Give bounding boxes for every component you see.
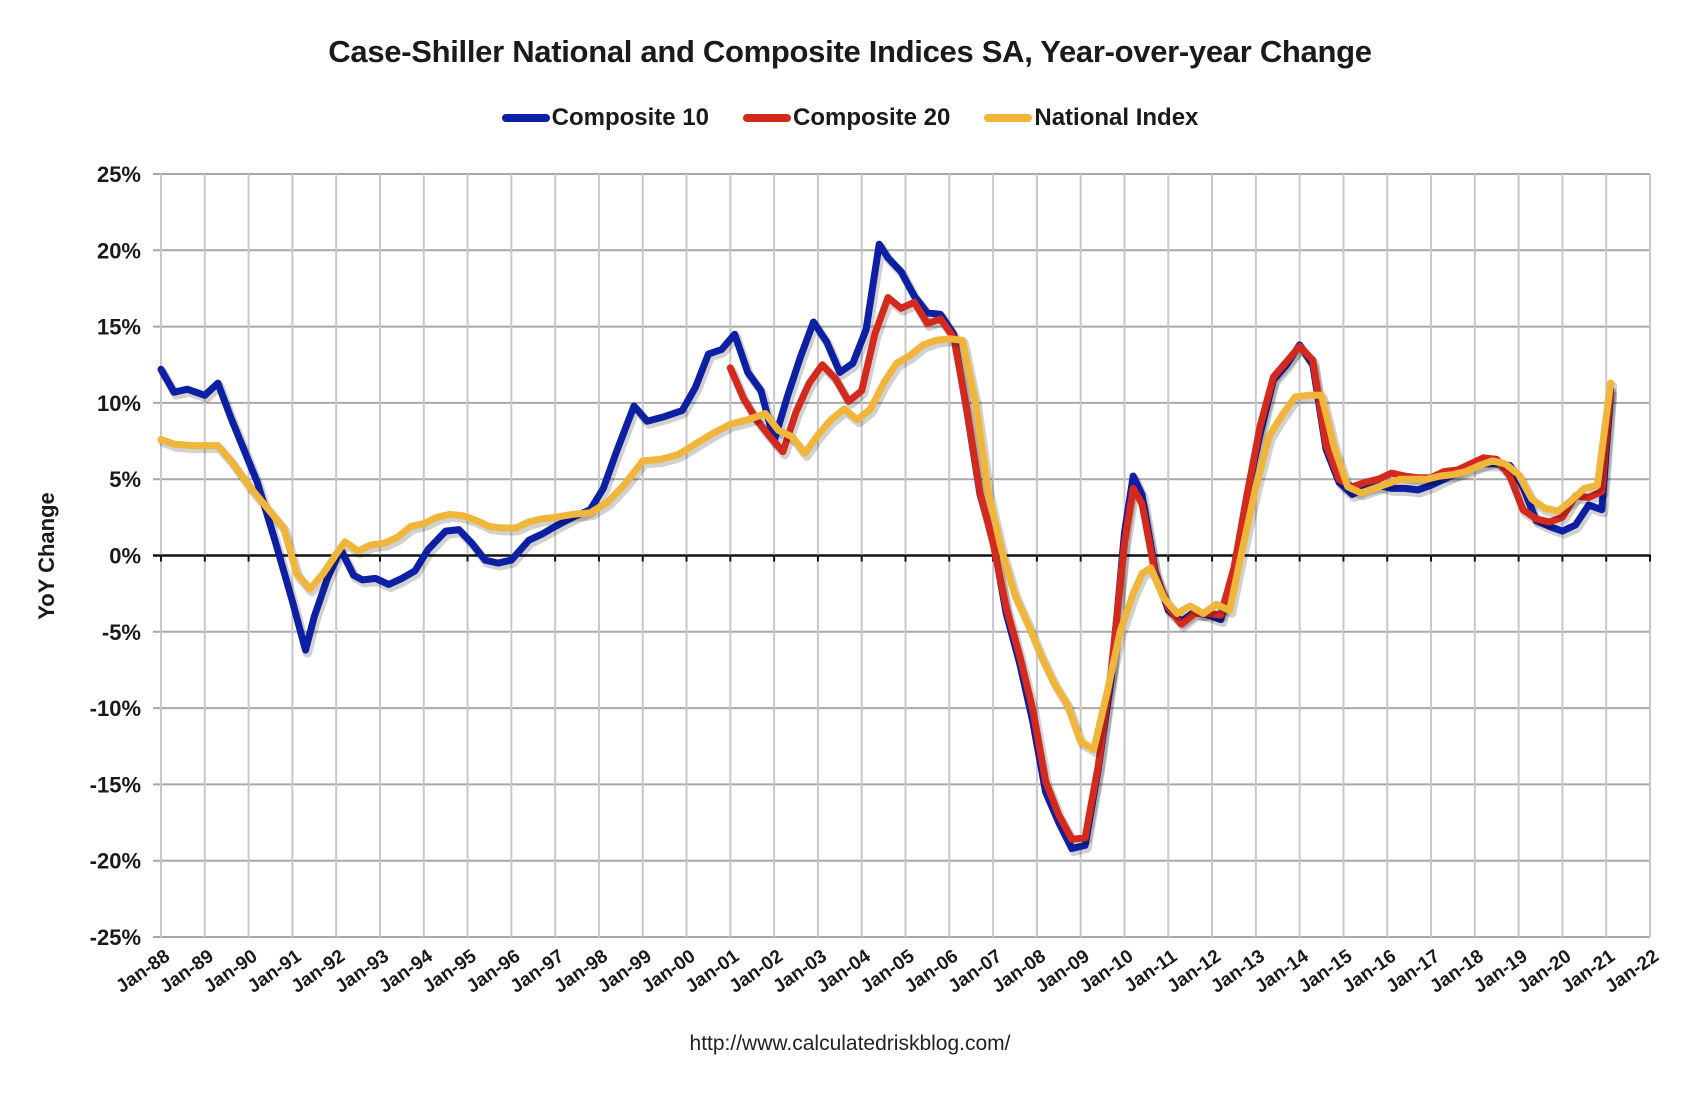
legend: Composite 10 Composite 20 National Index bbox=[0, 104, 1700, 132]
legend-label-national-index: National Index bbox=[1034, 104, 1199, 131]
y-tick-label: 20% bbox=[97, 238, 141, 263]
y-axis: 25% 20% 15% 10% 5% 0% -5% -10% -15% -20% -25% bbox=[90, 162, 141, 950]
series-lines bbox=[157, 240, 1618, 856]
y-tick-label: 25% bbox=[97, 162, 141, 187]
y-tick-label: 5% bbox=[109, 467, 141, 492]
y-tick-label: 0% bbox=[109, 544, 141, 569]
series-line-national-index bbox=[157, 335, 1615, 753]
legend-swatch-national-index bbox=[984, 114, 1033, 122]
legend-swatch-composite-20 bbox=[742, 114, 791, 122]
legend-item-composite-20: Composite 20 bbox=[742, 104, 951, 132]
y-tick-label: 10% bbox=[97, 391, 141, 416]
source-url: http://www.calculatedriskblog.com/ bbox=[689, 1032, 1011, 1055]
y-tick-label: -15% bbox=[90, 772, 141, 797]
legend-swatch-composite-10 bbox=[501, 114, 550, 122]
y-tick-label: -10% bbox=[90, 696, 141, 721]
x-axis: Jan-88Jan-89Jan-90Jan-91Jan-92Jan-93Jan-… bbox=[113, 946, 1663, 998]
legend-label-composite-20: Composite 20 bbox=[792, 104, 951, 131]
y-tick-label: -5% bbox=[102, 620, 141, 645]
chart-title: Case-Shiller National and Composite Indi… bbox=[328, 34, 1372, 69]
legend-item-composite-10: Composite 10 bbox=[501, 104, 709, 132]
legend-label-composite-10: Composite 10 bbox=[551, 104, 709, 131]
y-tick-label: -25% bbox=[90, 925, 141, 950]
y-tick-label: -20% bbox=[90, 849, 141, 874]
y-tick-label: 15% bbox=[97, 315, 141, 340]
y-axis-title: YoY Change bbox=[34, 492, 59, 620]
grid bbox=[153, 173, 1651, 938]
legend-item-national-index: National Index bbox=[984, 104, 1198, 132]
